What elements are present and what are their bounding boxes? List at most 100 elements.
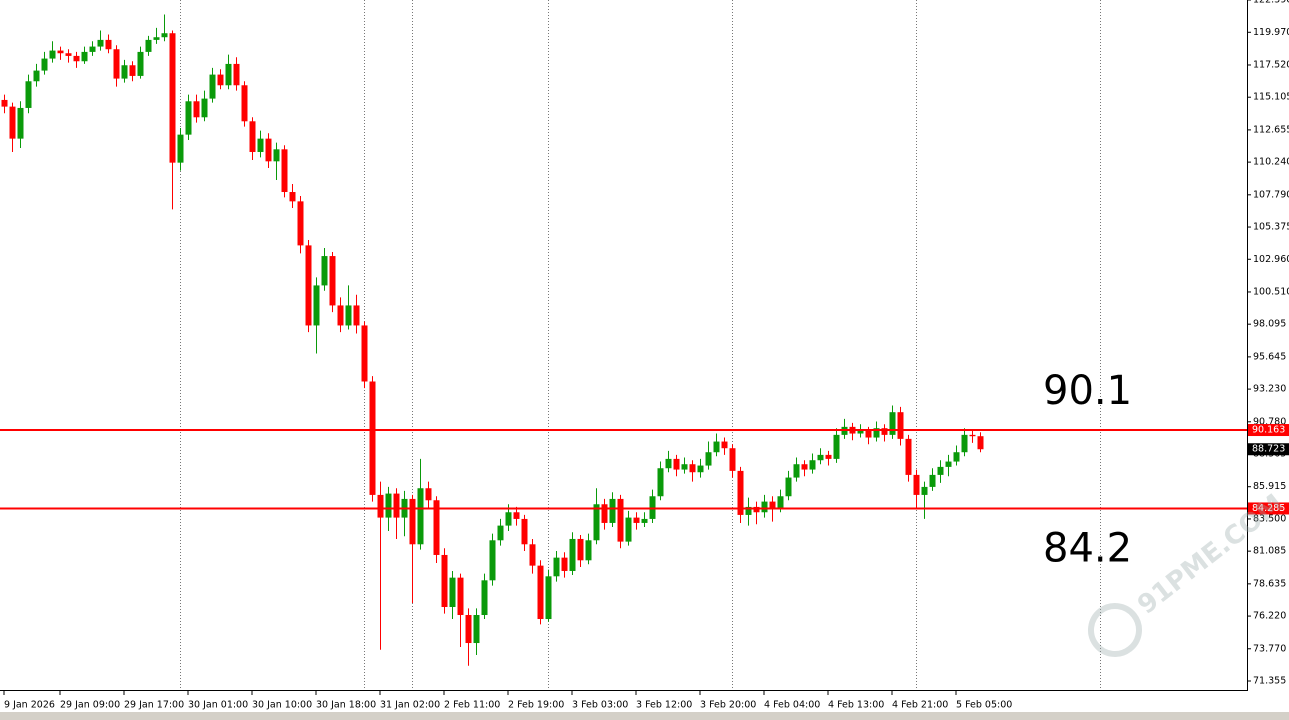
candle-body (305, 245, 312, 326)
candle-body (353, 305, 360, 326)
candle-body (665, 458, 672, 469)
candle-body (937, 466, 944, 475)
level-price-label: 84.285 (1252, 503, 1285, 514)
x-tick-label: 3 Feb 12:00 (636, 700, 692, 711)
candle-body (209, 74, 216, 99)
candle-body (497, 525, 504, 541)
candle-body (857, 430, 864, 434)
candle-body (745, 506, 752, 515)
candle-body (17, 107, 24, 139)
candle-body (33, 70, 40, 82)
candle-body (193, 101, 200, 118)
candle-body (273, 149, 280, 162)
x-tick-label: 9 Jan 2026 (4, 700, 55, 711)
candle-body (921, 486, 928, 495)
candle-body (737, 470, 744, 515)
candle-body (121, 65, 128, 79)
candle-body (25, 81, 32, 108)
candle-body (465, 615, 472, 644)
candle-body (89, 46, 96, 52)
candle-body (673, 458, 680, 470)
y-tick-label: 117.520 (1253, 59, 1289, 70)
candle-body (417, 488, 424, 545)
candle-body (705, 452, 712, 466)
candle-body (297, 201, 304, 246)
x-tick-label: 2 Feb 19:00 (508, 700, 564, 711)
candle-body (321, 256, 328, 286)
candle-body (329, 256, 336, 306)
y-tick-label: 81.085 (1253, 546, 1286, 557)
candle-body (105, 39, 112, 50)
candle-body (961, 434, 968, 453)
candle-body (65, 53, 72, 56)
candle-body (433, 500, 440, 555)
y-tick-label: 110.240 (1253, 157, 1289, 168)
y-tick-label: 98.095 (1253, 319, 1286, 330)
y-tick-label: 107.790 (1253, 189, 1289, 200)
candle-body (409, 498, 416, 545)
candle-body (97, 39, 104, 47)
x-tick-label: 30 Jan 10:00 (252, 700, 312, 711)
candle-body (385, 493, 392, 518)
candle-body (473, 615, 480, 644)
candle-body (241, 85, 248, 122)
candle-body (689, 464, 696, 473)
candle-body (729, 448, 736, 471)
y-tick-label: 115.105 (1253, 92, 1289, 103)
candle-body (817, 454, 824, 461)
candle-body (393, 493, 400, 518)
candle-body (593, 504, 600, 541)
candle-body (481, 580, 488, 616)
candle-body (233, 63, 240, 86)
x-tick-label: 4 Feb 04:00 (764, 700, 820, 711)
candle-body (801, 464, 808, 470)
candle-body (529, 544, 536, 566)
candle-body (377, 494, 384, 518)
candle-body (521, 518, 528, 545)
candle-body (281, 149, 288, 193)
candle-body (81, 51, 88, 62)
y-tick-label: 105.375 (1253, 222, 1289, 233)
candle-body (185, 101, 192, 135)
candle-body (969, 434, 976, 437)
candle-body (1, 99, 8, 107)
x-tick-label: 4 Feb 13:00 (828, 700, 884, 711)
x-tick-label: 29 Jan 09:00 (60, 700, 120, 711)
candle-body (681, 464, 688, 470)
candle-body (769, 501, 776, 509)
candle-body (561, 557, 568, 571)
y-tick-label: 78.635 (1253, 578, 1286, 589)
candle-body (905, 438, 912, 475)
candle-body (833, 434, 840, 459)
level-price-box (1248, 502, 1289, 515)
watermark-logo (1088, 603, 1142, 657)
x-tick-label: 31 Jan 02:00 (380, 700, 440, 711)
level-price-box (1248, 424, 1289, 437)
candle-body (777, 496, 784, 509)
x-tick-label: 30 Jan 01:00 (188, 700, 248, 711)
candle-body (113, 49, 120, 79)
candle-body (617, 498, 624, 542)
candle-body (289, 192, 296, 202)
candle-body (489, 540, 496, 581)
candle-body (977, 436, 984, 450)
candle-body (641, 518, 648, 523)
candle-body (249, 121, 256, 152)
candle-body (721, 441, 728, 449)
x-tick-label: 4 Feb 21:00 (892, 700, 948, 711)
y-tick-label: 102.960 (1253, 254, 1289, 265)
candle-body (9, 106, 16, 139)
candle-body (953, 452, 960, 462)
candle-body (585, 540, 592, 561)
candle-body (513, 512, 520, 519)
current-price-box (1248, 443, 1289, 456)
candle-body (73, 55, 80, 62)
candle-body (929, 474, 936, 487)
y-tick-label: 100.510 (1253, 286, 1289, 297)
candle-body (425, 488, 432, 501)
y-tick-label: 93.230 (1253, 384, 1286, 395)
candle-body (785, 477, 792, 497)
candle-body (361, 325, 368, 382)
